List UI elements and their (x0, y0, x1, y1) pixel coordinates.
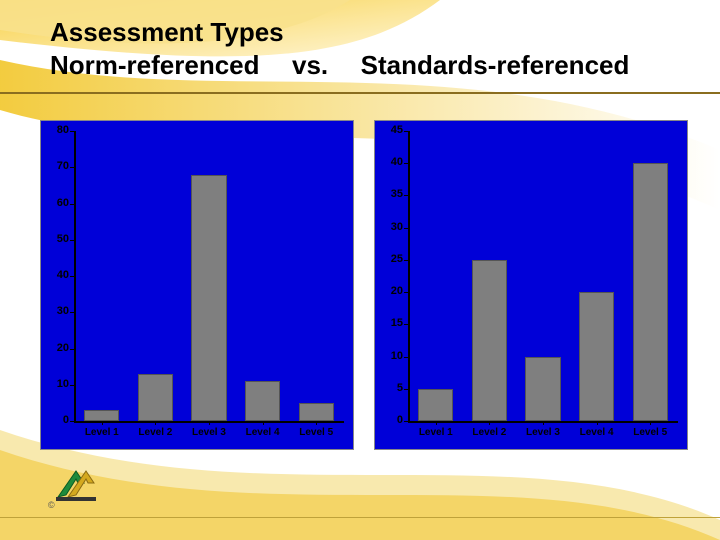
y-tick-mark (404, 131, 408, 132)
x-tick-label: Level 2 (463, 427, 517, 438)
y-tick-label: 35 (377, 188, 403, 200)
bar (472, 260, 507, 421)
x-tick-mark (436, 421, 437, 425)
y-tick-mark (404, 292, 408, 293)
y-tick-mark (404, 163, 408, 164)
y-tick-mark (404, 228, 408, 229)
slide-title: Assessment Types Norm-referenced vs. Sta… (50, 16, 629, 81)
y-tick-label: 10 (43, 378, 69, 390)
y-tick-label: 70 (43, 160, 69, 172)
y-tick-mark (404, 421, 408, 422)
title-line-2: Norm-referenced vs. Standards-referenced (50, 49, 629, 82)
x-tick-mark (263, 421, 264, 425)
y-tick-mark (404, 195, 408, 196)
y-tick-label: 20 (43, 342, 69, 354)
y-tick-mark (70, 131, 74, 132)
x-tick-label: Level 5 (289, 427, 343, 438)
x-tick-mark (209, 421, 210, 425)
plot-area-right (409, 131, 677, 421)
bar (191, 175, 226, 422)
y-tick-label: 0 (43, 414, 69, 426)
title-right-term: Standards-referenced (361, 49, 630, 82)
y-tick-label: 30 (377, 221, 403, 233)
y-tick-label: 80 (43, 124, 69, 136)
x-tick-mark (650, 421, 651, 425)
x-tick-mark (489, 421, 490, 425)
x-tick-mark (316, 421, 317, 425)
y-tick-mark (404, 389, 408, 390)
y-tick-label: 50 (43, 233, 69, 245)
y-axis (408, 131, 410, 421)
title-left-term: Norm-referenced (50, 49, 260, 82)
x-tick-mark (597, 421, 598, 425)
chart-norm-referenced: 01020304050607080Level 1Level 2Level 3Le… (40, 120, 354, 450)
x-tick-mark (543, 421, 544, 425)
y-tick-mark (70, 421, 74, 422)
y-tick-mark (404, 357, 408, 358)
y-tick-mark (70, 349, 74, 350)
y-tick-mark (404, 324, 408, 325)
bottom-rule (0, 517, 720, 518)
x-tick-label: Level 1 (75, 427, 129, 438)
bar (525, 357, 560, 421)
y-tick-label: 40 (43, 269, 69, 281)
bar (84, 410, 119, 421)
y-tick-mark (404, 260, 408, 261)
y-tick-mark (70, 385, 74, 386)
bar (418, 389, 453, 421)
bar (138, 374, 173, 421)
x-tick-label: Level 4 (570, 427, 624, 438)
slide: Assessment Types Norm-referenced vs. Sta… (0, 0, 720, 540)
plot-area-left (75, 131, 343, 421)
x-tick-mark (155, 421, 156, 425)
x-tick-label: Level 2 (129, 427, 183, 438)
y-tick-label: 45 (377, 124, 403, 136)
y-tick-label: 10 (377, 350, 403, 362)
y-tick-mark (70, 312, 74, 313)
y-tick-label: 20 (377, 285, 403, 297)
y-tick-mark (70, 204, 74, 205)
x-tick-label: Level 3 (516, 427, 570, 438)
y-tick-label: 60 (43, 197, 69, 209)
y-tick-label: 15 (377, 317, 403, 329)
bar (633, 163, 668, 421)
bar (579, 292, 614, 421)
x-tick-label: Level 5 (623, 427, 677, 438)
y-axis (74, 131, 76, 421)
title-vs: vs. (292, 49, 328, 82)
chart-strip: 01020304050607080Level 1Level 2Level 3Le… (40, 120, 688, 448)
y-tick-label: 40 (377, 156, 403, 168)
bar (245, 381, 280, 421)
x-tick-label: Level 4 (236, 427, 290, 438)
logo (54, 467, 98, 510)
bar (299, 403, 334, 421)
title-underline (0, 92, 720, 94)
y-tick-label: 30 (43, 305, 69, 317)
y-tick-label: 25 (377, 253, 403, 265)
copyright-mark: © (48, 500, 55, 510)
y-tick-mark (70, 276, 74, 277)
y-tick-mark (70, 167, 74, 168)
y-tick-label: 5 (377, 382, 403, 394)
x-tick-mark (102, 421, 103, 425)
chart-standards-referenced: 051015202530354045Level 1Level 2Level 3L… (374, 120, 688, 450)
y-tick-label: 0 (377, 414, 403, 426)
y-tick-mark (70, 240, 74, 241)
x-tick-label: Level 1 (409, 427, 463, 438)
x-tick-label: Level 3 (182, 427, 236, 438)
title-line-1: Assessment Types (50, 16, 629, 49)
